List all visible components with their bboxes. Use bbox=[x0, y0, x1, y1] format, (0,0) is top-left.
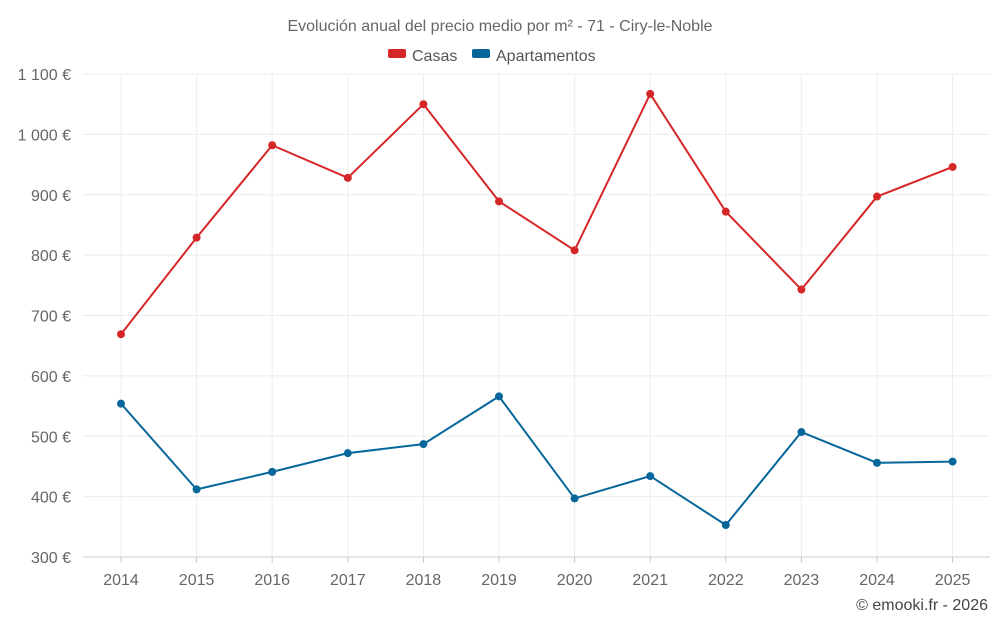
data-point-casas bbox=[495, 197, 503, 206]
data-point-casas bbox=[873, 192, 881, 201]
data-point-casas bbox=[646, 89, 655, 98]
x-tick-label: 2018 bbox=[406, 572, 442, 589]
series bbox=[117, 89, 957, 530]
x-tick-label: 2020 bbox=[557, 572, 593, 589]
data-point-apartamentos bbox=[117, 399, 125, 408]
chart-credit: © emooki.fr - 2026 bbox=[856, 597, 988, 614]
legend-label-casas: Casas bbox=[412, 48, 457, 65]
y-tick-label: 600 € bbox=[31, 369, 71, 386]
data-point-apartamentos bbox=[268, 467, 277, 476]
y-tick-label: 900 € bbox=[31, 188, 71, 205]
y-tick-label: 500 € bbox=[31, 429, 71, 446]
legend-label-apartamentos: Apartamentos bbox=[496, 48, 596, 65]
chart-legend: Casas Apartamentos bbox=[388, 48, 596, 65]
data-point-casas bbox=[570, 246, 579, 255]
data-point-apartamentos bbox=[419, 440, 428, 449]
y-tick-label: 1 000 € bbox=[18, 127, 71, 144]
data-point-apartamentos bbox=[495, 392, 503, 401]
x-tick-label: 2021 bbox=[632, 572, 668, 589]
x-tick-label: 2023 bbox=[784, 572, 820, 589]
data-point-casas bbox=[192, 233, 201, 242]
data-point-apartamentos bbox=[646, 472, 655, 481]
y-tick-label: 700 € bbox=[31, 309, 71, 326]
y-tick-label: 300 € bbox=[31, 550, 71, 567]
legend-swatch-apartamentos bbox=[472, 49, 490, 58]
x-tick-label: 2016 bbox=[254, 572, 290, 589]
data-point-casas bbox=[268, 141, 277, 150]
data-point-apartamentos bbox=[721, 521, 730, 530]
x-tick-label: 2024 bbox=[859, 572, 895, 589]
legend-swatch-casas bbox=[388, 49, 406, 58]
x-tick-label: 2025 bbox=[935, 572, 971, 589]
data-point-casas bbox=[419, 100, 428, 109]
x-tick-label: 2014 bbox=[103, 572, 139, 589]
data-point-casas bbox=[948, 162, 957, 171]
series-line-casas bbox=[120, 92, 953, 335]
data-point-casas bbox=[721, 207, 730, 216]
data-point-apartamentos bbox=[873, 458, 881, 467]
data-point-apartamentos bbox=[797, 428, 806, 437]
data-point-casas bbox=[797, 285, 806, 294]
series-line-apartamentos bbox=[120, 395, 953, 527]
y-tick-label: 800 € bbox=[31, 248, 71, 265]
data-point-casas bbox=[117, 330, 125, 339]
data-point-apartamentos bbox=[570, 494, 579, 503]
data-point-apartamentos bbox=[192, 485, 201, 494]
x-tick-label: 2022 bbox=[708, 572, 744, 589]
y-tick-label: 400 € bbox=[31, 490, 71, 507]
data-point-casas bbox=[343, 173, 352, 182]
x-tick-label: 2017 bbox=[330, 572, 366, 589]
chart-title: Evolución anual del precio medio por m² … bbox=[287, 18, 712, 35]
data-point-apartamentos bbox=[343, 449, 352, 458]
y-tick-label: 1 100 € bbox=[18, 67, 71, 84]
grid bbox=[83, 73, 990, 557]
data-point-apartamentos bbox=[948, 457, 957, 466]
axes: 300 € 400 € 500 € 600 € 700 € 800 € 900 € 1 000… bbox=[18, 67, 990, 589]
x-tick-label: 2019 bbox=[481, 572, 517, 589]
x-tick-label: 2015 bbox=[179, 572, 215, 589]
